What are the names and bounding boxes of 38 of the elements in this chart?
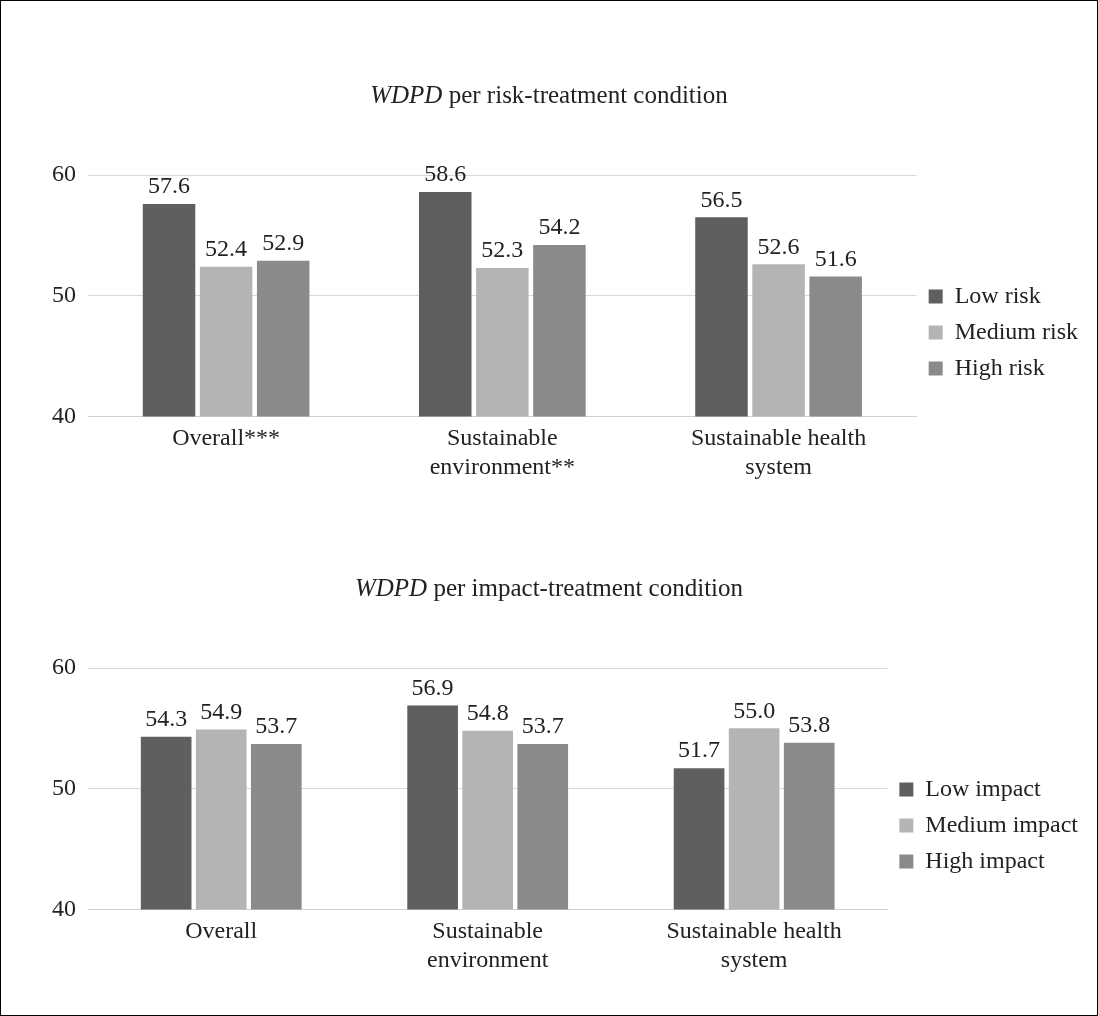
data-label: 54.3: [145, 705, 188, 732]
data-label: 56.9: [411, 673, 454, 700]
x-tick-label: Sustainable health system: [690, 424, 867, 479]
data-label: 56.5: [700, 185, 743, 212]
legend-label: High impact: [925, 846, 1045, 873]
y-tick-label: 50: [52, 281, 76, 307]
data-label: 52.3: [481, 236, 524, 263]
data-label: 51.7: [678, 736, 721, 763]
data-label: 52.4: [205, 235, 248, 262]
y-tick-label: 40: [52, 894, 76, 921]
legend-label: High risk: [954, 353, 1045, 380]
x-tick-label: Sustainable environment**: [429, 424, 575, 479]
data-label: 57.6: [148, 172, 191, 199]
legend-label: Low risk: [954, 281, 1041, 308]
data-label: 54.2: [538, 213, 581, 240]
data-label: 53.7: [521, 712, 564, 739]
x-tick-label: Overall: [185, 917, 258, 944]
chart-title: WDPD per impact-treatment condition: [353, 573, 745, 603]
x-tick-label: Sustainable environment: [427, 917, 549, 972]
x-tick-label: Sustainable health system: [666, 917, 842, 972]
y-tick-label: 60: [52, 160, 76, 187]
y-tick-label: 40: [52, 401, 76, 428]
data-label: 58.6: [424, 160, 467, 187]
data-label: 55.0: [733, 696, 776, 723]
data-label: 54.8: [466, 699, 509, 726]
legend-label: Low impact: [925, 774, 1041, 801]
data-label: 52.6: [757, 232, 800, 259]
legend-label: Medium risk: [954, 317, 1078, 344]
data-label: 53.8: [788, 711, 831, 738]
data-label: 52.9: [262, 228, 305, 255]
y-tick-label: 60: [52, 653, 76, 680]
data-label: 51.6: [814, 244, 857, 271]
chart-title: WDPD per risk-treatment condition: [369, 80, 729, 110]
data-label: 54.9: [200, 697, 243, 724]
y-tick-label: 50: [52, 774, 76, 800]
legend-label: Medium impact: [925, 810, 1079, 837]
x-tick-label: Overall***: [172, 424, 281, 451]
data-label: 53.7: [255, 712, 298, 739]
